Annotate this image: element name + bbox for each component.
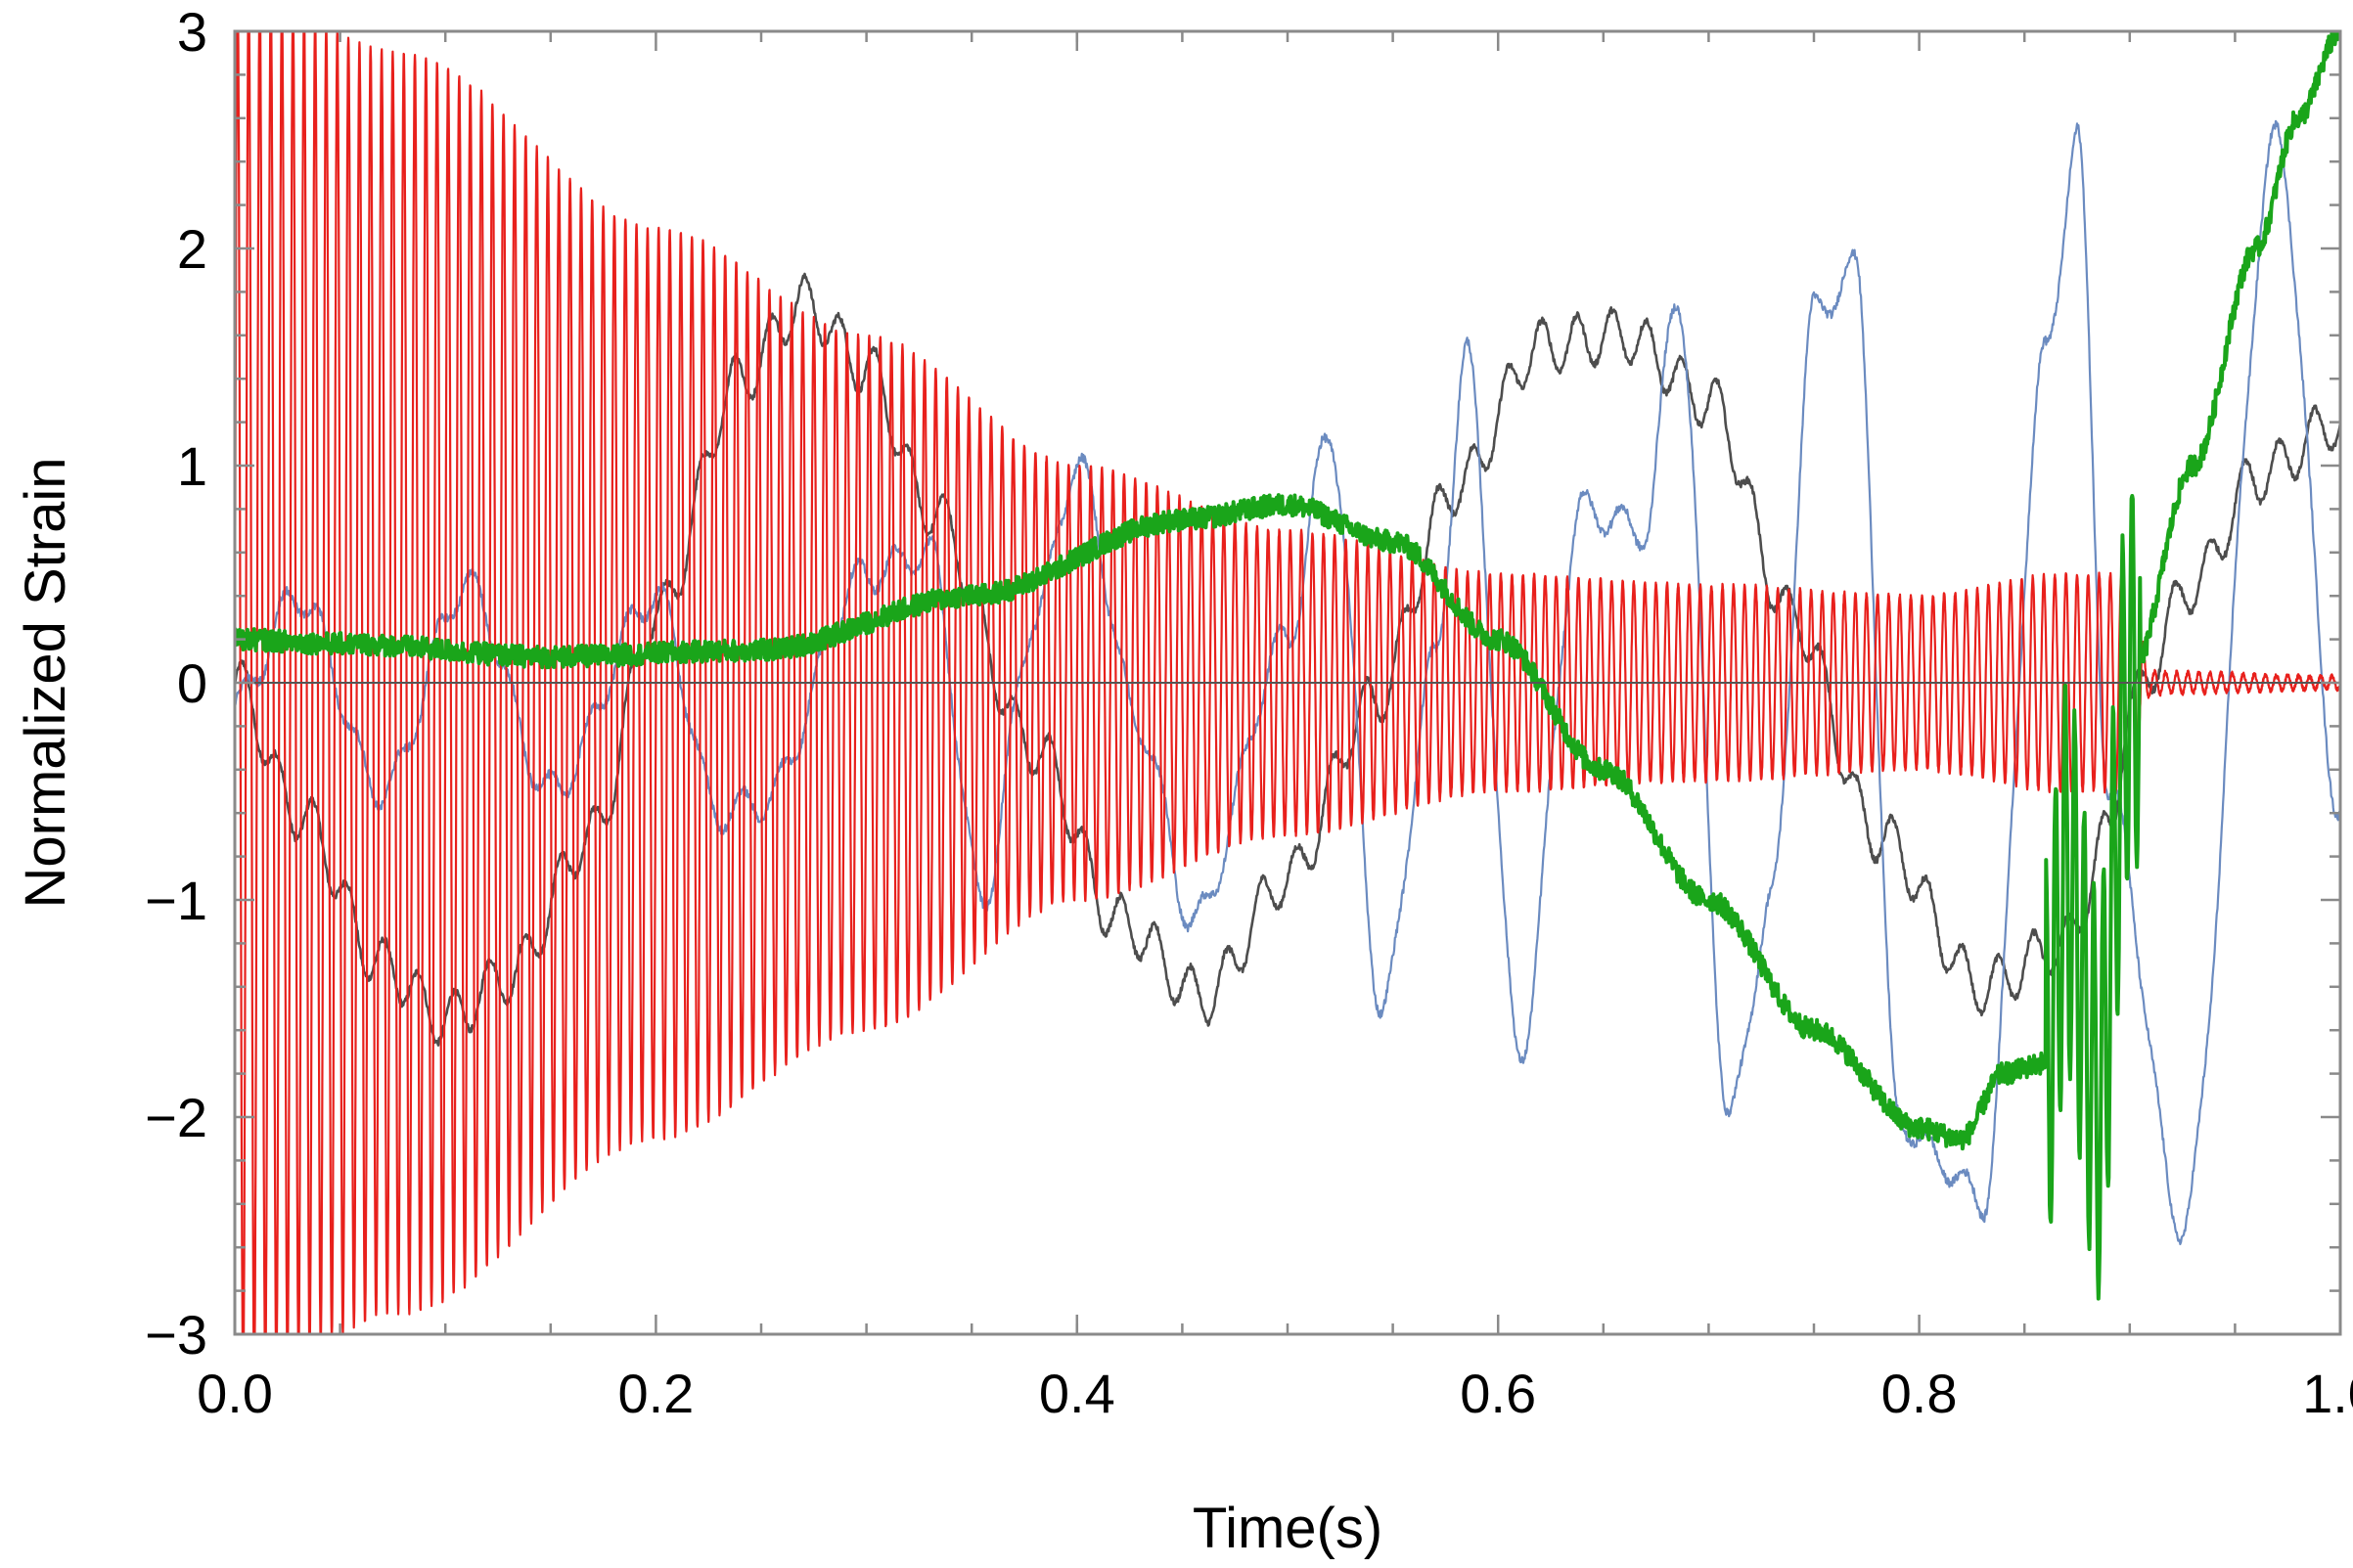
x-tick-label: 0.6 <box>1460 1363 1536 1424</box>
series-line-green <box>235 31 2340 1301</box>
x-axis-title: Time(s) <box>1193 1497 1382 1560</box>
series-line-dark-gray <box>235 272 2340 1047</box>
x-tick-label: 0.4 <box>1039 1363 1115 1424</box>
ticks-layer <box>233 29 2342 1336</box>
x-tick-label: 0.0 <box>197 1363 273 1424</box>
tick-labels: 0.0 0.2 0.4 0.6 0.8 1.0 −3 −2 −1 0 1 2 3 <box>145 1 2353 1424</box>
y-tick-label: −1 <box>145 870 207 931</box>
y-tick-label: 0 <box>177 652 207 714</box>
y-tick-label: 1 <box>177 435 207 497</box>
y-tick-label: 2 <box>177 218 207 280</box>
y-tick-label: 3 <box>177 1 207 63</box>
x-tick-label: 1.0 <box>2302 1363 2353 1424</box>
series-line-red <box>235 31 2340 1334</box>
x-tick-label: 0.2 <box>617 1363 694 1424</box>
y-tick-label: −2 <box>145 1087 207 1148</box>
y-tick-label: −3 <box>145 1304 207 1366</box>
series-layer <box>235 31 2340 1334</box>
y-axis-title: Normalized Strain <box>14 458 77 909</box>
x-tick-label: 0.8 <box>1881 1363 1958 1424</box>
